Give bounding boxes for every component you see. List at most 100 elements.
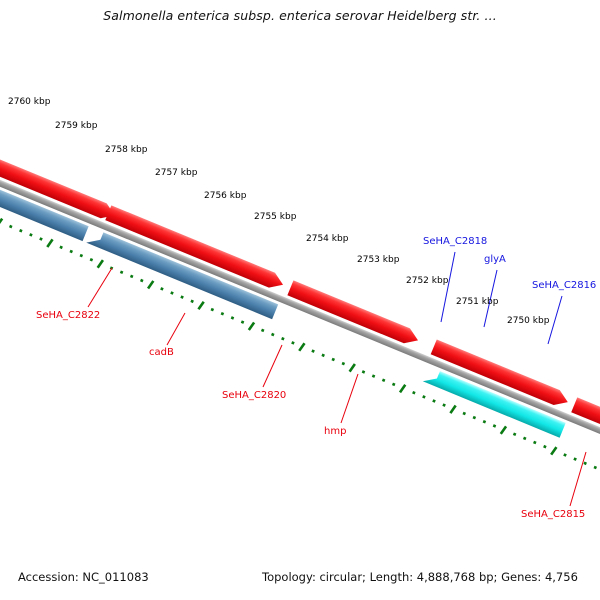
ruler-minor-tick: [220, 312, 225, 316]
ruler-minor-tick: [432, 399, 436, 403]
accession-text: Accession: NC_011083: [18, 570, 149, 584]
ruler-minor-tick: [522, 436, 527, 441]
ruler-major-tick: [298, 342, 306, 352]
ruler-minor-tick: [29, 233, 33, 237]
ruler-minor-tick: [180, 295, 184, 299]
ruler-minor-tick: [543, 444, 547, 449]
ruler-minor-tick: [190, 299, 194, 304]
ruler-minor-tick: [391, 382, 396, 387]
feature-labels: SeHA_C2822 cadB SeHA_C2820 hmp SeHA_C281…: [36, 236, 596, 520]
ruler-tick-label: 2759 kbp: [55, 121, 98, 131]
ruler-major-tick: [348, 363, 356, 373]
ruler-minor-tick: [170, 291, 174, 295]
ruler-major-tick: [550, 446, 558, 456]
gene-bar-forward-2[interactable]: [105, 205, 286, 292]
ruler-minor-tick: [412, 390, 416, 395]
ruler-minor-tick: [381, 378, 386, 383]
feature-label-seha-c2816[interactable]: SeHA_C2816: [532, 280, 596, 291]
ruler-minor-tick: [341, 361, 346, 366]
ruler-minor-tick: [39, 237, 43, 241]
feature-label-seha-c2820[interactable]: SeHA_C2820: [222, 390, 286, 401]
ruler-minor-tick: [89, 258, 94, 262]
ruler-minor-tick: [311, 349, 315, 353]
leader-line-seha-c2816: [547, 295, 563, 345]
gene-bar-forward-3[interactable]: [287, 280, 421, 347]
leader-line-cadb: [166, 312, 186, 346]
page-title: Salmonella enterica subsp. enterica sero…: [103, 8, 497, 23]
forward-strand-genes[interactable]: [0, 139, 600, 600]
ruler-minor-tick: [442, 403, 446, 407]
ruler-labels: 2760 kbp 2759 kbp 2758 kbp 2757 kbp 2756 kbp…: [8, 97, 550, 326]
ruler-minor-tick: [331, 357, 336, 362]
ruler-minor-tick: [361, 370, 366, 374]
gene-track[interactable]: [0, 139, 600, 600]
ruler-minor-tick: [59, 245, 63, 250]
ruler-tick-label: 2750 kbp: [507, 316, 550, 326]
ruler-major-tick: [247, 321, 256, 331]
ruler-minor-tick: [160, 287, 164, 291]
ruler-minor-tick: [230, 316, 235, 320]
ruler-tick-label: 2755 kbp: [254, 212, 297, 222]
status-bar: Accession: NC_011083 Topology: circular;…: [0, 570, 600, 586]
feature-label-seha-c2815[interactable]: SeHA_C2815: [521, 509, 585, 520]
ruler-major-tick: [449, 404, 457, 414]
ruler-minor-tick: [583, 461, 587, 466]
ruler-minor-tick: [472, 415, 477, 420]
ruler-tick-label: 2757 kbp: [155, 168, 198, 178]
feature-label-seha-c2822[interactable]: SeHA_C2822: [36, 310, 100, 321]
ruler-minor-tick: [492, 424, 497, 428]
ruler-tick-label: 2753 kbp: [357, 255, 400, 265]
feature-label-seha-c2818[interactable]: SeHA_C2818: [423, 236, 487, 247]
ruler-major-tick: [398, 384, 407, 394]
ruler-minor-tick: [271, 332, 275, 337]
gene-bar-forward-1[interactable]: [0, 139, 118, 222]
ruler-minor-tick: [533, 440, 537, 445]
gene-bar-hmp[interactable]: [422, 367, 566, 438]
ruler-minor-tick: [129, 274, 134, 279]
leader-line-glya: [483, 269, 498, 328]
genome-summary-text: Topology: circular; Length: 4,888,768 bp…: [262, 570, 578, 584]
ruler-major-tick: [96, 259, 105, 269]
ruler-tick-label: 2756 kbp: [204, 191, 247, 201]
ruler-minor-tick: [291, 341, 295, 345]
ruler-minor-tick: [573, 457, 577, 461]
ruler-major-tick: [46, 238, 54, 248]
leader-line-seha-c2818: [440, 251, 456, 323]
ruler-minor-tick: [210, 307, 215, 312]
ruler-minor-tick: [79, 253, 84, 258]
ruler-major-tick: [197, 300, 205, 311]
ruler-minor-tick: [69, 249, 73, 254]
feature-label-hmp[interactable]: hmp: [324, 426, 346, 437]
ruler-minor-tick: [462, 411, 467, 416]
ruler-minor-tick: [281, 336, 285, 341]
reverse-strand-genes[interactable]: [0, 165, 600, 600]
gene-bar-cadb[interactable]: [86, 228, 279, 320]
genome-axis: [0, 156, 600, 453]
ruler-ticks: [0, 217, 598, 470]
leader-line-seha-c2820: [262, 344, 283, 388]
ruler-tick-label: 2754 kbp: [306, 234, 349, 244]
leader-line-hmp: [340, 373, 359, 424]
feature-label-cadb[interactable]: cadB: [149, 347, 174, 358]
ruler-tick-label: 2760 kbp: [8, 97, 51, 107]
gene-bar-seha-c2822[interactable]: [0, 165, 89, 242]
ruler-minor-tick: [593, 465, 598, 470]
ruler-minor-tick: [321, 353, 325, 358]
ruler-minor-tick: [422, 395, 426, 399]
ruler-minor-tick: [563, 453, 567, 457]
ruler-minor-tick: [119, 270, 124, 275]
leader-line-seha-c2822: [87, 267, 113, 308]
ruler-minor-tick: [371, 374, 376, 378]
feature-label-glya[interactable]: glyA: [484, 254, 506, 265]
ruler-major-tick: [146, 280, 155, 290]
gene-bar-forward-4-seha-c2820[interactable]: [430, 339, 571, 409]
ruler-minor-tick: [260, 328, 265, 333]
ruler-major-tick: [499, 425, 508, 435]
ruler-minor-tick: [140, 278, 144, 283]
ruler-minor-tick: [8, 224, 13, 229]
ruler-tick-label: 2752 kbp: [406, 276, 449, 286]
ruler-major-tick: [0, 217, 4, 227]
ruler-minor-tick: [240, 320, 245, 324]
leader-line-seha-c2815: [569, 451, 587, 507]
